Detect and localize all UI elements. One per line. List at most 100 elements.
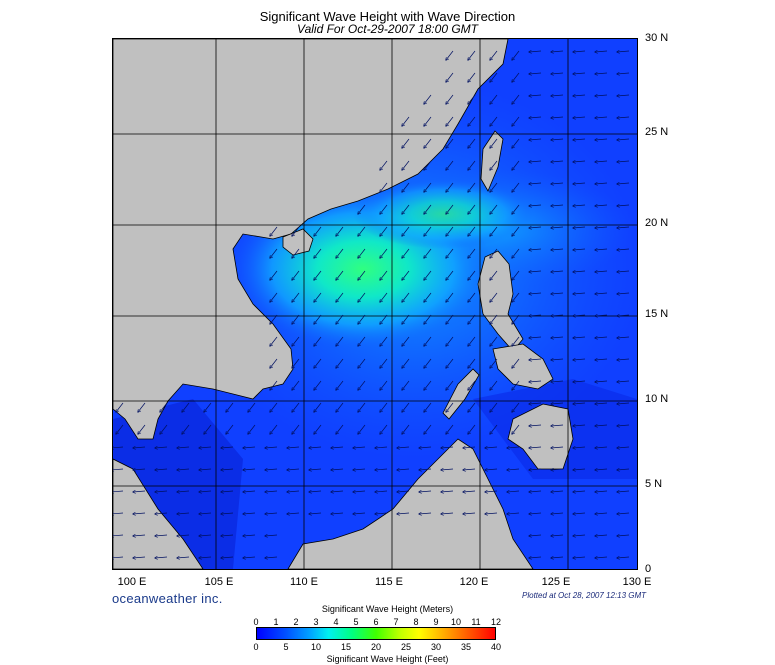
direction-arrow [529,271,542,272]
direction-arrow [446,72,454,82]
direction-arrow [270,248,278,258]
direction-arrow [490,72,498,82]
direction-arrow [617,95,630,96]
direction-arrow [446,292,454,302]
direction-arrow [490,270,498,280]
direction-arrow [617,293,630,294]
direction-arrow [270,402,278,412]
direction-arrow [529,447,542,448]
direction-arrow [336,380,344,390]
direction-arrow [512,248,520,258]
direction-arrow [468,336,476,346]
direction-arrow [573,557,586,558]
direction-arrow [529,293,542,294]
direction-arrow [490,402,498,412]
direction-arrow [529,249,542,250]
direction-arrow [138,424,146,434]
direction-arrow [133,469,146,470]
direction-arrow [155,557,168,558]
direction-arrow [490,138,498,148]
direction-arrow [490,248,498,258]
direction-arrow [309,469,322,470]
direction-arrow [529,535,542,536]
direction-arrow [265,469,278,470]
direction-arrow [243,535,256,536]
direction-arrow [529,513,542,514]
direction-arrow [133,557,146,558]
direction-arrow [595,95,608,96]
feet-tick: 10 [310,642,322,652]
meters-tick: 6 [373,617,379,627]
direction-arrow [512,270,520,280]
direction-arrow [512,160,520,170]
direction-arrow [468,204,476,214]
direction-arrow [573,293,586,294]
direction-arrow [199,469,212,470]
direction-arrow [551,381,564,382]
feet-tick: 5 [283,642,289,652]
direction-arrow [309,447,322,448]
direction-arrow [397,513,410,514]
direction-arrow [380,226,388,236]
direction-arrow [512,72,520,82]
direction-arrow [331,447,344,448]
direction-arrow [397,491,410,492]
direction-arrow [468,402,476,412]
direction-arrow [226,402,234,412]
direction-arrow [424,402,432,412]
direction-arrow [314,292,322,302]
direction-arrow [287,491,300,492]
direction-arrow [358,358,366,368]
direction-arrow [551,95,564,96]
direction-arrow [375,513,388,514]
direction-arrow [380,380,388,390]
direction-arrow [573,249,586,250]
direction-arrow [573,381,586,382]
direction-arrow [490,424,498,434]
direction-arrow [573,491,586,492]
direction-arrow [221,557,234,558]
direction-arrow [573,205,586,206]
direction-arrow [507,513,520,514]
direction-arrow [595,73,608,74]
meters-tick: 0 [253,617,259,627]
direction-arrow [490,358,498,368]
wave-direction-arrows [113,50,630,558]
direction-arrow [617,249,630,250]
direction-arrow [287,447,300,448]
direction-arrow [551,271,564,272]
direction-arrow [529,139,542,140]
direction-arrow [463,447,476,448]
direction-arrow [292,424,300,434]
direction-arrow [595,293,608,294]
direction-arrow [402,160,410,170]
direction-arrow [446,314,454,324]
direction-arrow [512,50,520,60]
direction-arrow [468,160,476,170]
direction-arrow [270,292,278,302]
direction-arrow [617,315,630,316]
taiwan-island [480,130,504,192]
direction-arrow [113,447,124,448]
direction-arrow [248,424,256,434]
direction-arrow [617,337,630,338]
direction-arrow [221,535,234,536]
direction-arrow [551,469,564,470]
direction-arrow [331,469,344,470]
lat-label-0: 0 [645,563,652,575]
direction-arrow [397,447,410,448]
direction-arrow [595,447,608,448]
direction-arrow [617,469,630,470]
direction-arrow [551,293,564,294]
direction-arrow [617,139,630,140]
direction-arrow [292,336,300,346]
direction-arrow [595,403,608,404]
direction-arrow [573,73,586,74]
direction-arrow [221,491,234,492]
lat-label-30n: 30 N [645,32,669,44]
direction-arrow [292,226,300,236]
lon-label-115e: 115 E [375,576,403,588]
direction-arrow [512,314,520,324]
direction-arrow [468,292,476,302]
direction-arrow [551,535,564,536]
